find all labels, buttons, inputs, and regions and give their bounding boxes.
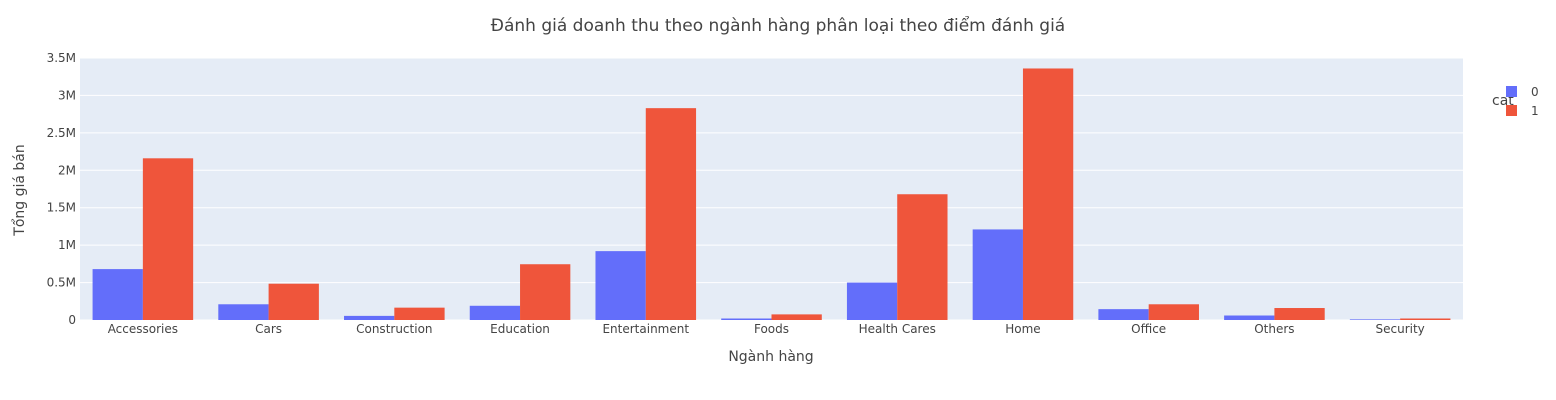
bar-office-series-0[interactable] <box>1098 309 1149 320</box>
bar-security-series-1[interactable] <box>1400 318 1451 320</box>
x-tick-label: Accessories <box>108 322 178 336</box>
bar-cars-series-1[interactable] <box>268 283 319 320</box>
bar-entertainment-series-1[interactable] <box>645 108 697 320</box>
bar-office-series-1[interactable] <box>1148 304 1199 320</box>
bar-others-series-0[interactable] <box>1224 315 1275 320</box>
x-tick-label: Entertainment <box>602 322 689 336</box>
bar-accessories-series-1[interactable] <box>142 158 194 320</box>
x-tick-label: Cars <box>255 322 282 336</box>
legend-swatch-0[interactable] <box>1506 86 1517 97</box>
legend: cat 01 <box>1492 85 1539 118</box>
y-tick-label: 3M <box>58 88 76 102</box>
y-tick-labels: 0 0.5M 1M 1.5M 2M 2.5M 3M 3.5M <box>47 51 76 327</box>
y-tick-label: 1M <box>58 238 76 252</box>
legend-item-1[interactable]: 1 <box>1531 104 1539 118</box>
bar-education-series-0[interactable] <box>469 305 521 320</box>
bar-cars-series-0[interactable] <box>218 304 269 320</box>
bar-education-series-1[interactable] <box>520 264 571 320</box>
bar-others-series-1[interactable] <box>1274 308 1325 320</box>
x-tick-label: Home <box>1005 322 1040 336</box>
legend-item-0[interactable]: 0 <box>1531 85 1539 99</box>
y-tick-label: 0 <box>68 313 76 327</box>
x-axis-title: Ngành hàng <box>728 349 813 365</box>
x-tick-labels: Accessories Cars Construction Education Ente… <box>108 322 1425 336</box>
gridlines <box>80 57 1463 321</box>
x-tick-label: Office <box>1131 322 1166 336</box>
bar-accessories-series-0[interactable] <box>92 269 143 320</box>
x-tick-label: Foods <box>754 322 789 336</box>
legend-swatch-1[interactable] <box>1506 105 1517 116</box>
bar-construction-series-1[interactable] <box>394 307 445 320</box>
bar-home-series-0[interactable] <box>972 229 1023 320</box>
y-tick-label: 2.5M <box>47 126 76 140</box>
plot-area <box>80 58 1463 320</box>
y-tick-label: 1.5M <box>47 201 76 215</box>
bars <box>92 68 1451 320</box>
x-tick-label: Others <box>1254 322 1294 336</box>
bar-security-series-0[interactable] <box>1349 319 1401 320</box>
bar-home-series-1[interactable] <box>1022 68 1074 320</box>
x-tick-label: Health Cares <box>859 322 936 336</box>
y-tick-label: 0.5M <box>47 276 76 290</box>
bar-health-cares-series-0[interactable] <box>846 282 898 320</box>
bar-foods-series-0[interactable] <box>721 318 772 320</box>
bar-entertainment-series-0[interactable] <box>595 251 646 320</box>
bar-health-cares-series-1[interactable] <box>897 194 948 320</box>
bar-foods-series-1[interactable] <box>771 314 822 320</box>
chart-title: Đánh giá doanh thu theo ngành hàng phân … <box>491 15 1065 36</box>
x-tick-label: Security <box>1375 322 1424 336</box>
y-tick-label: 3.5M <box>47 51 76 65</box>
x-tick-label: Education <box>490 322 550 336</box>
y-axis-title: Tổng giá bán <box>11 144 28 236</box>
bar-construction-series-0[interactable] <box>344 315 395 320</box>
y-tick-label: 2M <box>58 163 76 177</box>
x-tick-label: Construction <box>356 322 432 336</box>
